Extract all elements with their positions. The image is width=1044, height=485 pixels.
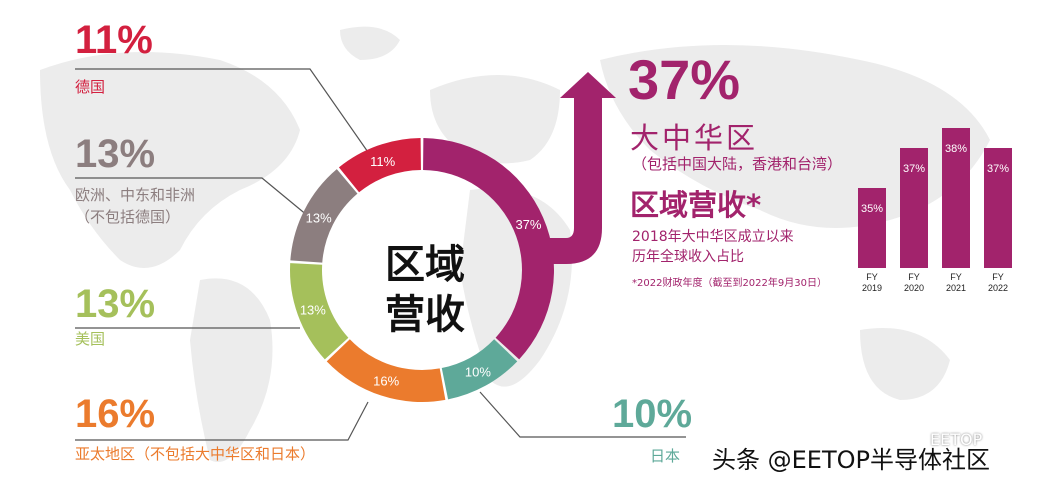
germany-label: 德国: [75, 78, 106, 96]
donut-slice: [290, 263, 349, 360]
bar-value-label: 37%: [987, 163, 1009, 175]
emea-label-line2: （不包括德国）: [75, 208, 181, 226]
donut-slice-label: 13%: [300, 302, 326, 317]
bar: [900, 148, 928, 268]
donut-chart: 37% 10% 16% 13% 13% 11%: [290, 138, 555, 402]
donut-center-title: 区域 营收: [370, 240, 480, 340]
bar: [858, 188, 886, 268]
bar-tick-label-bottom: 2020: [904, 283, 924, 293]
americas-percent: 13%: [75, 282, 156, 326]
greater-china-percent: 37%: [628, 48, 741, 111]
americas-label: 美国: [75, 330, 106, 348]
bar-value-label: 35%: [861, 203, 883, 215]
greater-china-label: 大中华区: [630, 121, 759, 155]
donut-slice: [326, 339, 446, 402]
bar-tick-label-bottom: 2019: [862, 283, 882, 293]
bar: [984, 148, 1012, 268]
watermark-logo: EETOP: [930, 430, 983, 449]
japan-label: 日本: [650, 447, 681, 465]
donut-slice-label: 13%: [306, 210, 332, 225]
bar-tick-label-bottom: 2022: [988, 283, 1008, 293]
emea-label-line1: 欧洲、中东和非洲: [75, 186, 196, 204]
apac-label: 亚太地区（不包括大中华区和日本）: [75, 445, 316, 463]
center-title-line1: 区域: [385, 242, 465, 288]
bar: [942, 128, 970, 268]
bar-value-label: 37%: [903, 163, 925, 175]
apac-percent: 16%: [75, 392, 156, 436]
center-title-line2: 营收: [385, 292, 465, 338]
emea-percent: 13%: [75, 132, 156, 176]
donut-slice-label: 37%: [515, 217, 541, 232]
fiscal-year-footnote: *2022财政年度（截至到2022年9月30日）: [632, 278, 827, 289]
donut-slice: [290, 169, 358, 263]
donut-slice: [338, 138, 421, 193]
bar-tick-label-top: FY: [908, 272, 920, 282]
watermark-text: 头条 @EETOP半导体社区: [712, 446, 990, 474]
bar-chart-description-line2: 历年全球收入占比: [632, 249, 744, 265]
bar-tick-label-top: FY: [950, 272, 962, 282]
donut-slice: [441, 339, 518, 400]
greater-china-note: （包括中国大陆，香港和台湾）: [632, 155, 843, 173]
donut-slice-label: 11%: [370, 154, 395, 169]
bar-tick-label-top: FY: [866, 272, 878, 282]
germany-percent: 11%: [75, 18, 153, 62]
growth-arrow-icon: [524, 72, 616, 264]
bar-tick-label-top: FY: [992, 272, 1004, 282]
bar-tick-label-bottom: 2021: [946, 283, 966, 293]
bar-value-label: 38%: [945, 143, 967, 155]
donut-slice: [423, 138, 555, 360]
donut-slice-label: 16%: [373, 373, 399, 388]
regional-revenue-heading: 区域营收*: [630, 188, 762, 222]
japan-percent: 10%: [612, 392, 693, 436]
bar-chart-description-line1: 2018年大中华区成立以来: [632, 229, 794, 245]
donut-slice-label: 10%: [465, 365, 491, 380]
